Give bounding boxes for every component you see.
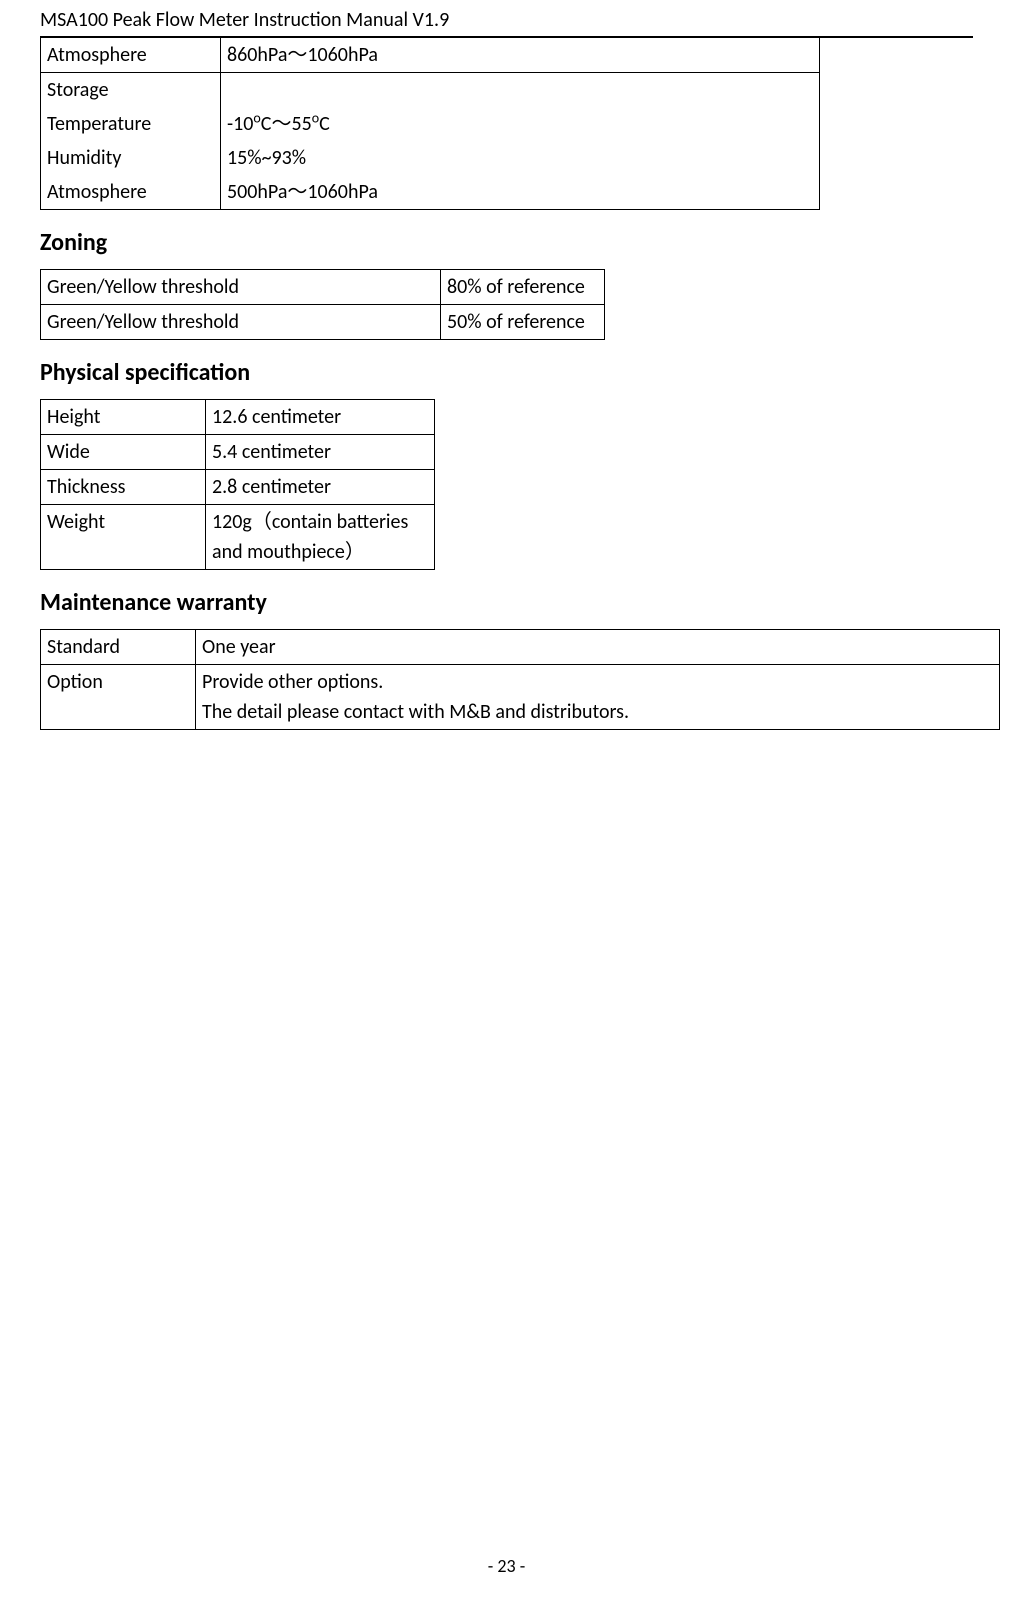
table-row: Green/Yellow threshold 80% of reference <box>41 270 605 305</box>
table-row: Weight 120g（contain batteries and mouthp… <box>41 505 435 570</box>
zoning-label: Green/Yellow threshold <box>41 270 441 305</box>
env-value: 15%~93% <box>221 141 820 175</box>
env-label: Atmosphere <box>41 38 221 73</box>
environment-table: Atmosphere 860hPa～1060hPa Storage Temper… <box>40 37 820 210</box>
table-row: Green/Yellow threshold 50% of reference <box>41 305 605 340</box>
maintenance-heading: Maintenance warranty <box>40 588 973 617</box>
env-label: Atmosphere <box>41 175 221 210</box>
env-label: Storage <box>41 73 221 108</box>
maint-label: Standard <box>41 630 196 665</box>
env-value: -10oC～55oC <box>221 107 820 141</box>
phys-label: Height <box>41 400 206 435</box>
phys-label: Weight <box>41 505 206 570</box>
env-value: 500hPa～1060hPa <box>221 175 820 210</box>
phys-value: 12.6 centimeter <box>206 400 435 435</box>
phys-value: 2.8 centimeter <box>206 470 435 505</box>
phys-value: 120g（contain batteries and mouthpiece） <box>206 505 435 570</box>
maint-label: Option <box>41 665 196 730</box>
zoning-value: 80% of reference <box>441 270 605 305</box>
zoning-value: 50% of reference <box>441 305 605 340</box>
zoning-table: Green/Yellow threshold 80% of reference … <box>40 269 605 340</box>
phys-value: 5.4 centimeter <box>206 435 435 470</box>
env-label: Temperature <box>41 107 221 141</box>
maintenance-table: Standard One year Option Provide other o… <box>40 629 1000 730</box>
zoning-heading: Zoning <box>40 228 973 257</box>
physical-table: Height 12.6 centimeter Wide 5.4 centimet… <box>40 399 435 570</box>
phys-label: Thickness <box>41 470 206 505</box>
env-value: 860hPa～1060hPa <box>221 38 820 73</box>
page-number: - 23 - <box>488 1555 525 1577</box>
table-row: Standard One year <box>41 630 1000 665</box>
maint-value: Provide other options. The detail please… <box>196 665 1000 730</box>
env-label: Humidity <box>41 141 221 175</box>
document-page: MSA100 Peak Flow Meter Instruction Manua… <box>0 0 1013 1597</box>
maint-value: One year <box>196 630 1000 665</box>
table-row: Height 12.6 centimeter <box>41 400 435 435</box>
zoning-label: Green/Yellow threshold <box>41 305 441 340</box>
table-row: Wide 5.4 centimeter <box>41 435 435 470</box>
env-value <box>221 73 820 108</box>
table-row: Thickness 2.8 centimeter <box>41 470 435 505</box>
page-header: MSA100 Peak Flow Meter Instruction Manua… <box>40 0 973 38</box>
header-title: MSA100 Peak Flow Meter Instruction Manua… <box>40 8 449 32</box>
phys-label: Wide <box>41 435 206 470</box>
page-footer: - 23 - <box>0 1555 1013 1577</box>
physical-heading: Physical specification <box>40 358 973 387</box>
table-row: Option Provide other options. The detail… <box>41 665 1000 730</box>
